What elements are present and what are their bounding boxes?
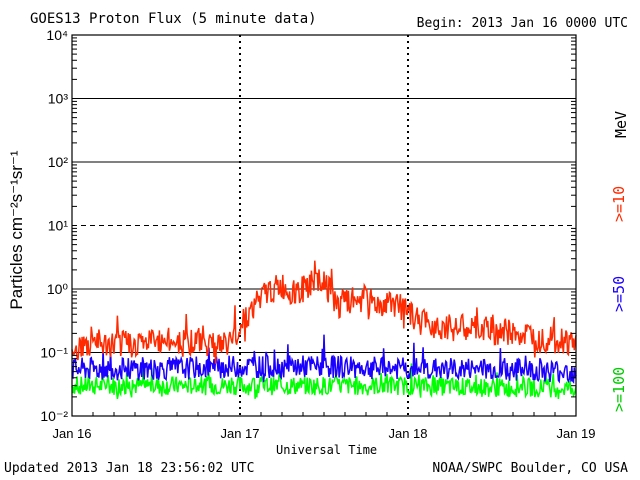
legend-ge50: >=50 <box>610 275 628 312</box>
legend-ge100: >=100 <box>610 366 628 412</box>
chart-title: GOES13 Proton Flux (5 minute data) <box>30 11 317 27</box>
y-axis-label: Particles cm⁻²s⁻¹sr⁻¹ <box>7 150 26 309</box>
y-tick-label: 10⁻² <box>40 408 68 424</box>
series-line-0 <box>71 260 577 364</box>
x-tick-label: Jan 19 <box>556 426 595 441</box>
legend-ge10: >=10 <box>610 185 628 222</box>
x-axis-label: Universal Time <box>276 443 378 457</box>
x-tick-label: Jan 16 <box>52 426 91 441</box>
y-tick-label: 10¹ <box>48 218 69 234</box>
begin-time-label: Begin: 2013 Jan 16 0000 UTC <box>416 16 628 31</box>
x-tick-layer: Jan 16 Jan 17 Jan 18 Jan 19 <box>52 412 596 441</box>
x-tick-label: Jan 18 <box>388 426 427 441</box>
updated-timestamp: Updated 2013 Jan 18 23:56:02 UTC <box>4 461 255 476</box>
series-line-2 <box>71 363 577 400</box>
x-tick-label: Jan 17 <box>220 426 259 441</box>
credit-label: NOAA/SWPC Boulder, CO USA <box>432 461 628 476</box>
y-tick-layer: 10⁻² 10⁻¹ 10⁰ 10¹ 10² 10³ 10⁴ <box>40 27 576 424</box>
y-tick-label: 10⁴ <box>46 27 68 43</box>
series-layer <box>71 260 577 400</box>
y-tick-label: 10⁻¹ <box>40 345 68 361</box>
y-tick-label: 10² <box>48 154 69 170</box>
y-tick-label: 10³ <box>48 91 69 107</box>
series-line-1 <box>71 334 577 384</box>
legend-unit: MeV <box>612 110 630 138</box>
y-tick-label: 10⁰ <box>47 281 69 297</box>
